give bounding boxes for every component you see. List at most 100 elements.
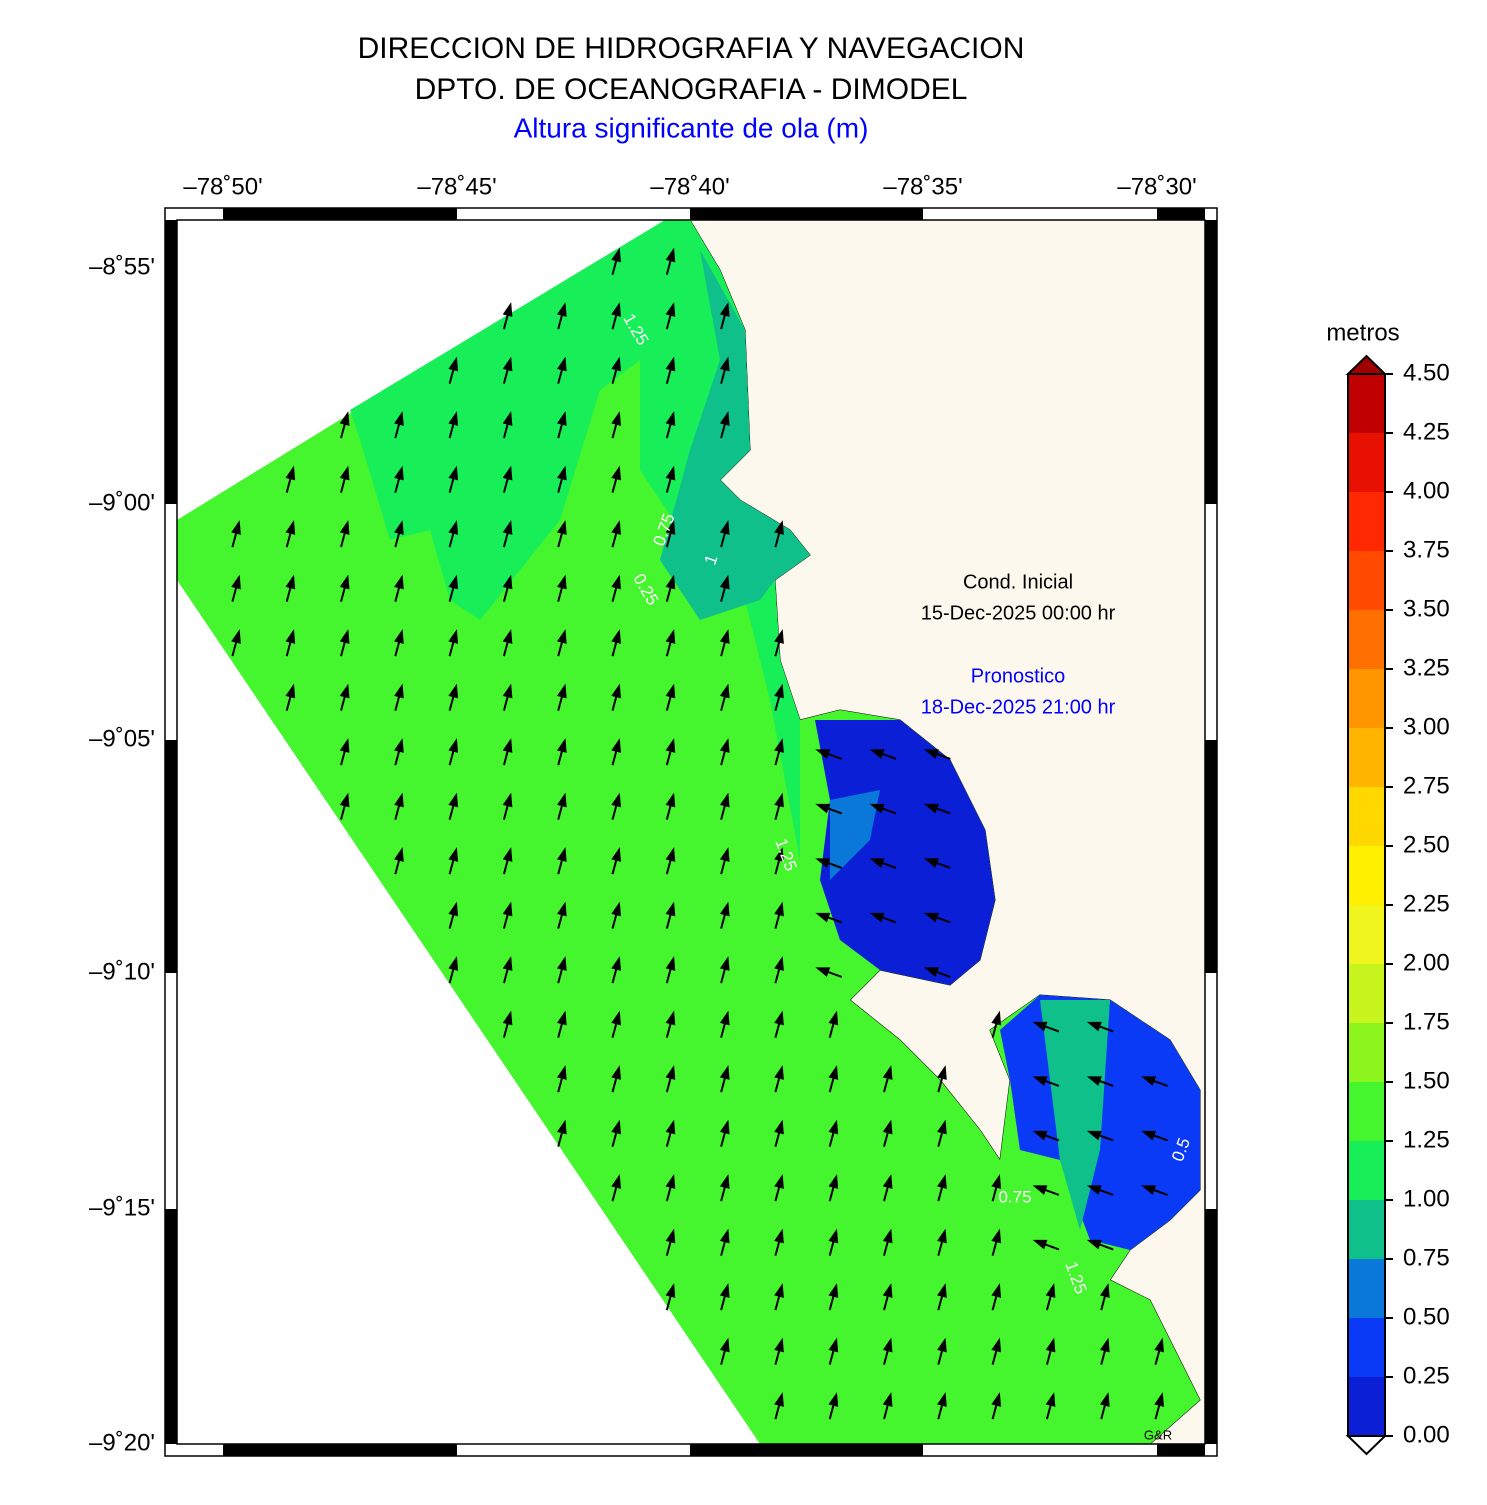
wave-direction-head bbox=[665, 629, 676, 644]
lon-tick-label: –78˚45' bbox=[417, 173, 496, 200]
wave-direction-head bbox=[611, 247, 621, 263]
wave-direction-head bbox=[815, 858, 831, 868]
wave-direction-head bbox=[557, 302, 567, 317]
wave-direction-head bbox=[1032, 1130, 1048, 1141]
wave-direction-head bbox=[1100, 1283, 1110, 1298]
wave-direction-head bbox=[882, 1283, 893, 1298]
wave-direction-head bbox=[502, 847, 513, 862]
wave-direction-head bbox=[923, 967, 939, 977]
colorbar-segment bbox=[1348, 1377, 1385, 1436]
wave-direction-head bbox=[719, 1228, 730, 1244]
wave-direction-head bbox=[828, 1174, 839, 1189]
wave-direction-head bbox=[611, 956, 621, 971]
wave-direction-head bbox=[502, 901, 513, 917]
wave-direction-head bbox=[991, 1228, 1002, 1244]
wave-direction-head bbox=[719, 792, 730, 808]
wave-direction-head bbox=[719, 1174, 730, 1189]
colorbar-tick-label: 4.50 bbox=[1403, 359, 1450, 386]
wave-direction-head bbox=[448, 956, 459, 971]
wave-direction-head bbox=[665, 1283, 676, 1298]
wave-direction-head bbox=[665, 1065, 676, 1080]
wave-direction-head bbox=[502, 520, 513, 535]
wave-direction-head bbox=[231, 574, 241, 590]
wave-direction-head bbox=[557, 847, 567, 862]
wave-direction-head bbox=[665, 465, 676, 481]
wave-direction-head bbox=[611, 629, 621, 644]
colorbar-tick-label: 1.25 bbox=[1403, 1126, 1450, 1153]
wave-direction-head bbox=[719, 1119, 730, 1135]
wave-direction-head bbox=[774, 901, 784, 917]
wave-direction-head bbox=[448, 356, 459, 372]
wave-direction-head bbox=[882, 1228, 893, 1244]
wave-direction-head bbox=[665, 247, 676, 263]
colorbar-underflow bbox=[1345, 1435, 1388, 1456]
wave-direction-head bbox=[828, 1010, 839, 1026]
wave-direction-head bbox=[557, 956, 567, 971]
wave-direction-head bbox=[719, 356, 730, 372]
wave-direction-head bbox=[719, 683, 730, 699]
colorbar-tick-label: 2.25 bbox=[1403, 890, 1450, 917]
colorbar-segment bbox=[1348, 1200, 1385, 1259]
wave-zone-bay-b2 bbox=[1040, 1000, 1110, 1230]
wave-direction-head bbox=[394, 738, 404, 753]
wave-direction-head bbox=[665, 1010, 676, 1026]
frame-bar bbox=[165, 1209, 177, 1444]
wave-direction-head bbox=[394, 792, 404, 808]
lat-tick-label: –9˚10' bbox=[89, 958, 155, 985]
wave-direction-head bbox=[448, 574, 459, 590]
wave-direction-head bbox=[448, 847, 459, 862]
wave-direction-head bbox=[502, 956, 513, 971]
frame-bar bbox=[223, 1444, 457, 1456]
colorbar-tick-label: 1.75 bbox=[1403, 1008, 1450, 1035]
wave-direction-head bbox=[828, 1283, 839, 1298]
wave-direction-head bbox=[339, 465, 350, 481]
variable-title: Altura significante de ola (m) bbox=[514, 112, 869, 143]
wave-direction-head bbox=[665, 411, 676, 426]
title: DIRECCION DE HIDROGRAFIA Y NAVEGACION bbox=[358, 32, 1025, 65]
wave-direction-head bbox=[1086, 1239, 1102, 1250]
wave-direction-head bbox=[448, 738, 459, 753]
wave-direction-head bbox=[339, 574, 350, 590]
wave-direction-head bbox=[719, 629, 730, 644]
wave-direction-head bbox=[719, 411, 730, 426]
wave-direction-head bbox=[394, 629, 404, 644]
colorbar-tick-label: 3.50 bbox=[1403, 595, 1450, 622]
wave-direction-head bbox=[774, 738, 784, 753]
wave-direction-head bbox=[719, 956, 730, 971]
wave-direction-head bbox=[665, 738, 676, 753]
frame-bar bbox=[165, 220, 177, 268]
colorbar-segment bbox=[1348, 1141, 1385, 1200]
frame-bar bbox=[690, 208, 923, 220]
wave-direction-head bbox=[937, 1283, 947, 1298]
lat-tick-label: –9˚15' bbox=[89, 1194, 155, 1221]
frame-bar bbox=[223, 208, 457, 220]
wave-direction-head bbox=[339, 792, 350, 808]
colorbar-segment bbox=[1348, 492, 1385, 551]
wave-direction-head bbox=[557, 738, 567, 753]
wave-direction-head bbox=[502, 683, 513, 699]
wave-direction-head bbox=[665, 1228, 676, 1244]
wave-direction-head bbox=[815, 749, 831, 759]
wave-direction-head bbox=[557, 1065, 567, 1080]
wave-direction-head bbox=[774, 1392, 784, 1407]
wave-direction-head bbox=[828, 1119, 839, 1135]
wave-direction-head bbox=[394, 683, 404, 699]
colorbar-tick-label: 1.50 bbox=[1403, 1067, 1450, 1094]
wave-direction-head bbox=[937, 1174, 947, 1189]
colorbar-segment bbox=[1348, 728, 1385, 787]
wave-zone-bay-a bbox=[815, 720, 995, 985]
wave-direction-head bbox=[339, 738, 350, 753]
wave-direction-head bbox=[557, 683, 567, 699]
wave-direction-head bbox=[611, 302, 621, 317]
lon-tick-label: –78˚35' bbox=[883, 173, 962, 200]
wave-direction-head bbox=[611, 1174, 621, 1189]
wave-direction-head bbox=[719, 302, 730, 317]
wave-direction-head bbox=[869, 858, 885, 868]
wave-direction-head bbox=[611, 901, 621, 917]
colorbar-segment bbox=[1348, 669, 1385, 728]
wave-direction-head bbox=[719, 520, 730, 535]
wave-direction-head bbox=[557, 465, 567, 481]
wave-direction-head bbox=[611, 465, 621, 481]
wave-direction-head bbox=[611, 1119, 621, 1135]
